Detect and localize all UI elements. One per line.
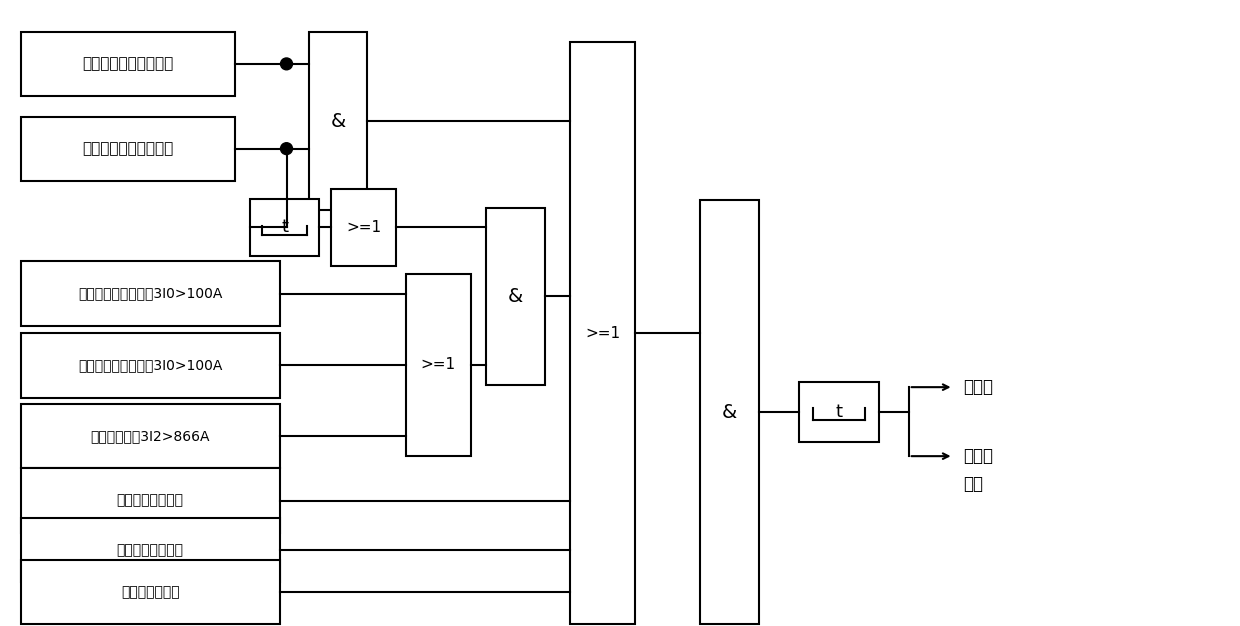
Bar [21, 334, 279, 398]
Bar [310, 33, 367, 210]
Text: t: t [836, 403, 842, 421]
Circle shape [280, 58, 293, 69]
Bar [21, 116, 234, 181]
Text: 主变高压侧负序电流3I0>100A: 主变高压侧负序电流3I0>100A [78, 359, 222, 372]
Text: >=1: >=1 [585, 326, 620, 341]
Text: 跳灭磁: 跳灭磁 [963, 447, 993, 465]
Text: >=1: >=1 [420, 357, 456, 372]
Bar [699, 200, 759, 624]
Text: 就地非全相主信号开入: 就地非全相主信号开入 [82, 56, 174, 71]
Bar [405, 274, 471, 456]
Text: 机端负序电流3I2>866A: 机端负序电流3I2>866A [91, 429, 210, 443]
Bar [21, 518, 279, 582]
Text: 非全相保护硬压板: 非全相保护硬压板 [117, 493, 184, 508]
Text: >=1: >=1 [346, 220, 381, 235]
Bar [249, 199, 320, 256]
Text: 就地非全相辅信号开入: 就地非全相辅信号开入 [82, 141, 174, 156]
Text: 主变高压侧零序电流3I0>100A: 主变高压侧零序电流3I0>100A [78, 287, 222, 300]
Text: 启失灵: 启失灵 [963, 378, 993, 396]
Bar [21, 560, 279, 624]
Text: t: t [281, 218, 288, 237]
Text: &: & [331, 111, 346, 131]
Circle shape [280, 143, 293, 155]
Bar [800, 382, 879, 441]
Bar [21, 468, 279, 533]
Bar [331, 189, 396, 266]
Bar [570, 42, 635, 624]
Bar [486, 208, 546, 385]
Text: 非全相保护软压板: 非全相保护软压板 [117, 543, 184, 557]
Bar [21, 404, 279, 468]
Text: &: & [722, 403, 737, 421]
Text: 开关: 开关 [963, 475, 983, 493]
Bar [21, 32, 234, 96]
Bar [21, 262, 279, 326]
Text: &: & [508, 287, 523, 305]
Text: 非全相保护投入: 非全相保护投入 [120, 585, 180, 599]
